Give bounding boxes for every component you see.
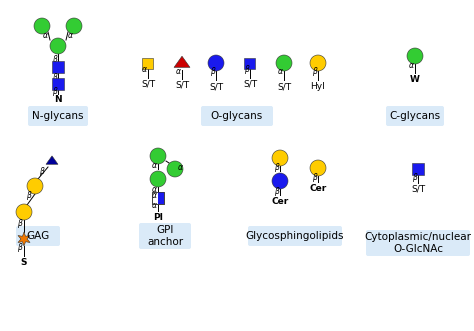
Polygon shape xyxy=(46,156,58,164)
FancyBboxPatch shape xyxy=(366,230,470,256)
Text: α: α xyxy=(43,31,48,40)
Text: α: α xyxy=(142,65,147,74)
Text: β: β xyxy=(26,191,31,200)
Text: β: β xyxy=(52,72,57,81)
FancyBboxPatch shape xyxy=(139,223,191,249)
Text: α: α xyxy=(409,61,414,70)
Circle shape xyxy=(310,160,326,176)
Circle shape xyxy=(167,161,183,177)
Text: β: β xyxy=(244,65,249,74)
Text: S/T: S/T xyxy=(209,82,223,91)
Text: S/T: S/T xyxy=(175,81,189,90)
Text: Cer: Cer xyxy=(310,184,327,193)
Text: α: α xyxy=(152,202,157,211)
Circle shape xyxy=(27,178,43,194)
Text: S/T: S/T xyxy=(411,185,425,194)
Text: β: β xyxy=(52,86,57,96)
Circle shape xyxy=(34,18,50,34)
Text: β: β xyxy=(412,173,417,182)
FancyBboxPatch shape xyxy=(28,106,88,126)
Text: β: β xyxy=(17,244,22,253)
FancyBboxPatch shape xyxy=(52,78,64,90)
Text: Cer: Cer xyxy=(272,197,289,206)
Text: α: α xyxy=(152,162,157,170)
Text: GAG: GAG xyxy=(27,231,50,241)
Text: β: β xyxy=(39,167,44,176)
Text: β: β xyxy=(312,173,317,182)
Text: α: α xyxy=(152,191,157,200)
Text: S/T: S/T xyxy=(243,79,257,88)
Text: O-glycans: O-glycans xyxy=(211,111,263,121)
Polygon shape xyxy=(158,192,164,204)
Text: α: α xyxy=(278,68,283,76)
Text: α: α xyxy=(68,31,73,40)
Circle shape xyxy=(66,18,82,34)
Text: α: α xyxy=(176,67,181,75)
FancyBboxPatch shape xyxy=(248,226,342,246)
Circle shape xyxy=(272,173,288,189)
Circle shape xyxy=(16,204,32,220)
FancyBboxPatch shape xyxy=(152,192,164,204)
Polygon shape xyxy=(18,232,30,246)
Text: Glycosphingolipids: Glycosphingolipids xyxy=(246,231,344,241)
FancyBboxPatch shape xyxy=(245,58,255,69)
Text: S: S xyxy=(21,258,27,267)
FancyBboxPatch shape xyxy=(16,226,60,246)
Text: β: β xyxy=(210,68,215,76)
FancyBboxPatch shape xyxy=(412,163,424,175)
Circle shape xyxy=(276,55,292,71)
Text: α: α xyxy=(178,164,183,172)
Circle shape xyxy=(150,148,166,164)
Text: S/T: S/T xyxy=(141,79,155,88)
Circle shape xyxy=(150,171,166,187)
Text: β: β xyxy=(52,56,57,65)
Polygon shape xyxy=(174,56,190,68)
Text: Cytoplasmic/nuclear
O-GlcNAc: Cytoplasmic/nuclear O-GlcNAc xyxy=(365,232,472,254)
Circle shape xyxy=(407,48,423,64)
Text: β: β xyxy=(312,68,317,76)
Text: GPI
anchor: GPI anchor xyxy=(147,225,183,247)
FancyBboxPatch shape xyxy=(52,61,64,73)
Text: W: W xyxy=(410,75,420,84)
Circle shape xyxy=(208,55,224,71)
Text: α: α xyxy=(152,184,157,194)
FancyBboxPatch shape xyxy=(386,106,444,126)
Text: S/T: S/T xyxy=(277,82,291,91)
FancyBboxPatch shape xyxy=(201,106,273,126)
Text: β: β xyxy=(274,186,279,196)
Text: PI: PI xyxy=(153,213,163,222)
Text: N-glycans: N-glycans xyxy=(32,111,84,121)
Text: β: β xyxy=(17,218,22,227)
Text: N: N xyxy=(54,95,62,104)
Circle shape xyxy=(272,150,288,166)
Circle shape xyxy=(50,38,66,54)
FancyBboxPatch shape xyxy=(143,58,154,69)
Text: Hyl: Hyl xyxy=(310,82,325,91)
Text: β: β xyxy=(274,164,279,172)
Circle shape xyxy=(310,55,326,71)
Text: C-glycans: C-glycans xyxy=(390,111,440,121)
